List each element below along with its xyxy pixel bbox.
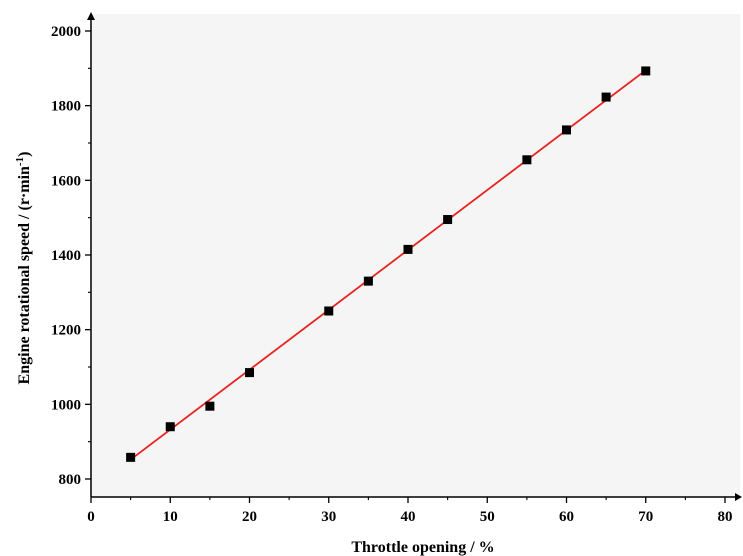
- x-tick-label: 30: [321, 509, 336, 525]
- x-axis-title: Throttle opening / %: [351, 539, 494, 556]
- x-tick-label: 70: [638, 509, 653, 525]
- ticks-layer: 0 10 20 30 40 50 60 70 80 800 1000 1200 1400 1600 1800…: [51, 24, 733, 525]
- data-point: [126, 452, 136, 462]
- data-point: [601, 92, 611, 102]
- y-axis-title-main: Engine rotational speed / (r·min: [16, 166, 33, 384]
- x-tick-label: 80: [718, 509, 733, 525]
- data-point: [165, 422, 175, 432]
- data-point: [522, 155, 532, 165]
- y-axis-title: Engine rotational speed / (r·min-1): [14, 152, 33, 385]
- y-tick-label: 2000: [51, 24, 81, 40]
- axes-layer: [87, 12, 742, 501]
- data-point: [443, 215, 453, 225]
- data-point: [205, 401, 215, 411]
- data-points-layer: [126, 66, 651, 462]
- data-point: [562, 125, 571, 135]
- y-tick-label: 1200: [51, 323, 81, 339]
- y-axis-title-end: ): [16, 152, 33, 157]
- y-axis-title-sup: -1: [14, 157, 26, 166]
- fit-line-layer: [130, 69, 647, 461]
- y-tick-label: 1600: [51, 173, 81, 189]
- x-tick-label: 50: [480, 509, 495, 525]
- y-tick-label: 800: [59, 472, 82, 488]
- data-point: [245, 368, 254, 378]
- data-point: [324, 306, 334, 316]
- x-tick-label: 20: [242, 509, 257, 525]
- y-tick-label: 1400: [51, 248, 81, 264]
- data-point: [403, 244, 413, 254]
- plot-area: [91, 14, 740, 497]
- y-tick-label: 1000: [51, 397, 81, 413]
- y-tick-label: 1800: [51, 99, 81, 115]
- x-tick-label: 10: [163, 509, 178, 525]
- fit-line: [130, 69, 647, 461]
- x-axis-arrow: [735, 493, 742, 501]
- data-point: [641, 66, 651, 76]
- y-axis-arrow: [87, 12, 95, 20]
- x-tick-label: 40: [401, 509, 416, 525]
- x-tick-label: 0: [87, 509, 95, 525]
- data-point: [363, 276, 373, 286]
- x-tick-label: 60: [559, 509, 574, 525]
